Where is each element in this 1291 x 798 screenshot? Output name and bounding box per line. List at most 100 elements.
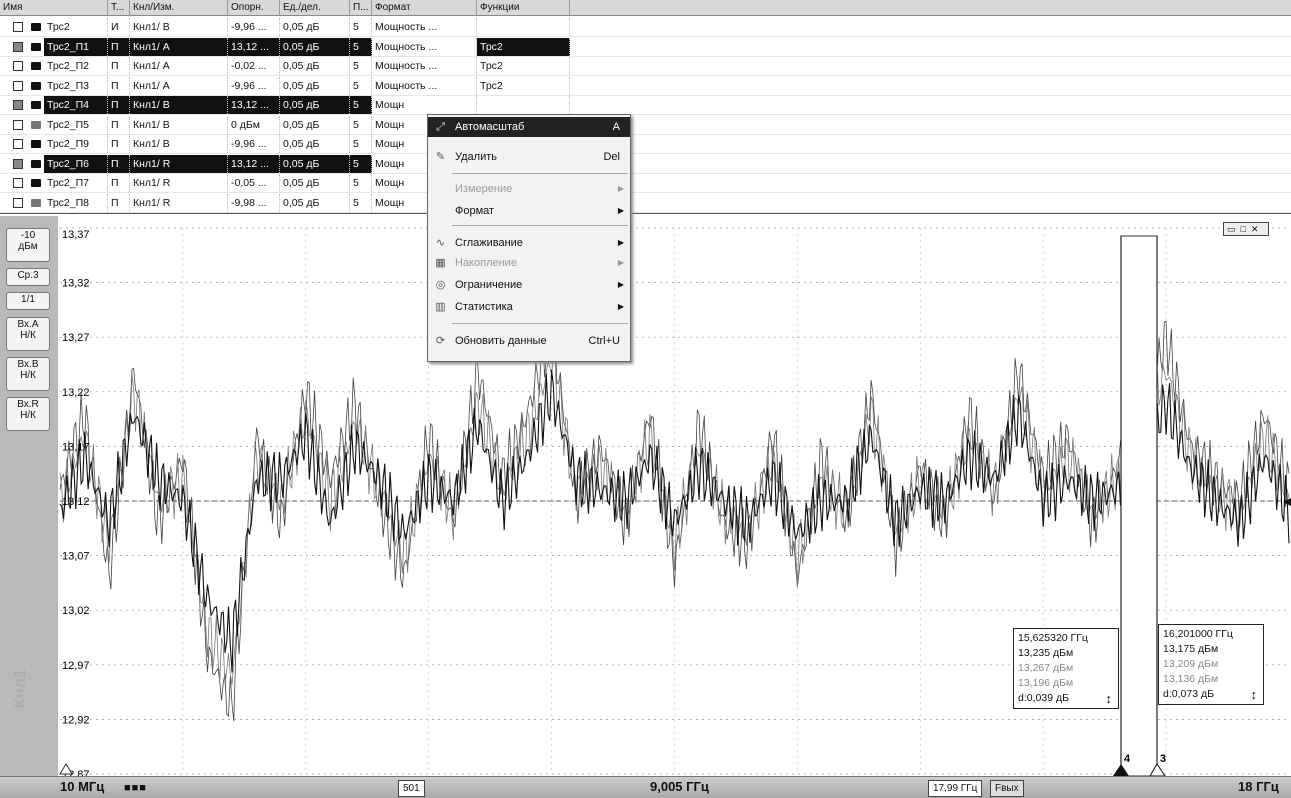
col-header-scale[interactable]: Ед./дел. <box>280 0 350 16</box>
cell-channel: Кнл1/ R <box>130 174 228 192</box>
marker-4-value3: 13,196 дБм <box>1018 677 1074 689</box>
col-header-channel[interactable]: Кнл/Изм. <box>130 0 228 16</box>
menu-item-limit[interactable]: ◎ Ограничение ▶ <box>428 275 630 295</box>
center-frequency[interactable]: 9,005 ГГц <box>650 779 709 794</box>
cell-p: 5 <box>350 96 372 114</box>
table-row[interactable]: Трс2_П9 П Кнл1/ B -9,96 ... 0,05 дБ 5 Мощн <box>0 135 570 153</box>
statistics-icon: ▥ <box>435 301 446 313</box>
trace-color-swatch[interactable] <box>31 62 41 70</box>
row-checkbox[interactable] <box>13 41 23 52</box>
table-row[interactable]: Трс2_П1 П Кнл1/ A 13,12 ... 0,05 дБ 5 Мощность… <box>0 37 570 56</box>
cell-p: 5 <box>350 76 372 95</box>
marker-3-value1: 13,175 дБм <box>1163 643 1219 655</box>
trace-color-swatch[interactable] <box>31 42 41 51</box>
cell-channel: Кнл1/ B <box>130 96 228 114</box>
left-button-0[interactable]: -10 дБм <box>6 228 50 262</box>
left-button-1[interactable]: Ср.3 <box>6 268 50 286</box>
cell-name: Трс2_П7 <box>44 174 108 192</box>
trace-plot[interactable]: 13,37 13,32 13,27 13,22 13,17 13,12 13,07 13,02… <box>0 216 1291 798</box>
trace-color-swatch[interactable] <box>31 198 41 207</box>
menu-item-statistics[interactable]: ▥ Статистика ▶ <box>428 297 630 317</box>
marker-3-delta: d:0,073 дБ ↕ <box>1163 687 1258 702</box>
left-button-2[interactable]: 1/1 <box>6 292 50 310</box>
marker-4-triangle[interactable] <box>1113 764 1129 776</box>
cell-scale: 0,05 дБ <box>280 135 350 153</box>
trace-line-2[interactable] <box>59 369 1290 673</box>
marker-4-readout[interactable]: 15,625320 ГГц 13,235 дБм 13,267 дБм 13,1… <box>1013 628 1119 709</box>
cell-name: Трс2_П6 <box>44 154 108 173</box>
y-tick-label: 13,32 <box>62 278 90 290</box>
table-row[interactable]: Трс2_П3 П Кнл1/ A -9,96 ... 0,05 дБ 5 Мощность… <box>0 76 570 95</box>
row-checkbox[interactable] <box>13 158 23 169</box>
cell-p: 5 <box>350 154 372 173</box>
start-frequency[interactable]: 10 МГц <box>60 779 105 794</box>
menu-item-refresh[interactable]: ⟳ Обновить данные Ctrl+U <box>428 331 630 351</box>
table-row[interactable]: Трс2_П6 П Кнл1/ R 13,12 ... 0,05 дБ 5 Мощн <box>0 154 570 173</box>
cell-ref: 13,12 ... <box>228 154 280 173</box>
stop-frequency[interactable]: 18 ГГц <box>1238 779 1279 794</box>
menu-item-smoothing[interactable]: ∿ Сглаживание ▶ <box>428 233 630 253</box>
trace-color-swatch[interactable] <box>31 120 41 129</box>
cell-scale: 0,05 дБ <box>280 37 350 56</box>
trace-color-swatch[interactable] <box>31 81 41 90</box>
row-checkbox[interactable] <box>13 178 23 188</box>
row-checkbox[interactable] <box>13 80 23 91</box>
menu-item-accumulation[interactable]: ▦ Накопление ▶ <box>428 253 630 273</box>
y-tick-label: 13,27 <box>62 332 90 344</box>
row-checkbox[interactable] <box>13 139 23 149</box>
cell-type: П <box>108 115 130 134</box>
marker-3-readout[interactable]: 16,201000 ГГц 13,175 дБм 13,209 дБм 13,1… <box>1158 624 1264 705</box>
col-header-format[interactable]: Формат <box>372 0 477 16</box>
col-header-p[interactable]: П... <box>350 0 372 16</box>
trace-line-0[interactable] <box>59 306 1290 722</box>
col-header-type[interactable]: Т... <box>108 0 130 16</box>
col-header-func[interactable]: Функции <box>477 0 570 16</box>
menu-item-measurement[interactable]: Измерение ▶ <box>428 179 630 199</box>
move-arrows-icon[interactable]: ↕ <box>1105 691 1113 706</box>
cell-ref: 0 дБм <box>228 115 280 134</box>
cell-p: 5 <box>350 174 372 192</box>
row-checkbox[interactable] <box>13 61 23 71</box>
trace-color-swatch[interactable] <box>31 140 41 148</box>
trace-color-swatch[interactable] <box>31 179 41 187</box>
marker-band <box>1120 235 1158 777</box>
menu-item-format[interactable]: Формат ▶ <box>428 201 630 221</box>
col-header-ref[interactable]: Опорн. <box>228 0 280 16</box>
window-controls[interactable]: ▭□✕ <box>1223 222 1269 236</box>
ref-level-arrow-icon[interactable] <box>1283 498 1291 506</box>
table-row[interactable]: Трс2_П2 П Кнл1/ A -0,02 ... 0,05 дБ 5 Мощность… <box>0 57 570 75</box>
row-checkbox[interactable] <box>13 119 23 130</box>
cell-name: Трс2_П2 <box>44 57 108 75</box>
trace-color-swatch[interactable] <box>31 23 41 31</box>
row-checkbox[interactable] <box>13 22 23 32</box>
value-box[interactable]: 17,99 ГГц <box>928 780 983 797</box>
y-tick-label: 12,97 <box>62 660 90 672</box>
trace-color-swatch[interactable] <box>31 101 41 109</box>
table-row[interactable]: Трс2_П7 П Кнл1/ R -0,05 ... 0,05 дБ 5 Мощн <box>0 174 570 192</box>
table-row[interactable]: Трс2_П8 П Кнл1/ R -9,98 ... 0,05 дБ 5 Мощн <box>0 193 570 212</box>
cell-p: 5 <box>350 57 372 75</box>
table-header: Имя Т... Кнл/Изм. Опорн. Ед./дел. П... Ф… <box>0 0 1291 16</box>
y-tick-label: 13,37 <box>62 229 90 241</box>
table-row[interactable]: Трс2 И Кнл1/ B -9,96 ... 0,05 дБ 5 Мощность ..… <box>0 18 570 36</box>
cell-p: 5 <box>350 115 372 134</box>
points-count[interactable]: 501 <box>398 780 425 797</box>
left-button-4[interactable]: Вх.В Н/К <box>6 357 50 391</box>
cell-ref: -9,96 ... <box>228 18 280 36</box>
col-header-name[interactable]: Имя <box>0 0 108 16</box>
row-checkbox[interactable] <box>13 100 23 110</box>
y-tick-label: 13,22 <box>62 387 90 399</box>
menu-item-autoscale[interactable]: ⤢ Автомасштаб A <box>428 117 630 137</box>
move-arrows-icon[interactable]: ↕ <box>1250 687 1258 702</box>
trace-color-swatch[interactable] <box>31 159 41 168</box>
left-button-5[interactable]: Вх.R Н/К <box>6 397 50 431</box>
cell-format: Мощность ... <box>372 18 477 36</box>
left-button-line1: Вх.R <box>17 399 39 410</box>
cell-channel: Кнл1/ A <box>130 37 228 56</box>
table-row[interactable]: Трс2_П4 П Кнл1/ B 13,12 ... 0,05 дБ 5 Мощн <box>0 96 570 114</box>
param-box[interactable]: Fвых <box>990 780 1024 797</box>
row-checkbox[interactable] <box>13 197 23 208</box>
left-button-3[interactable]: Вх.А Н/К <box>6 317 50 351</box>
left-button-line1: Ср.3 <box>17 270 39 281</box>
menu-item-delete[interactable]: ✎ Удалить Del <box>428 147 630 167</box>
